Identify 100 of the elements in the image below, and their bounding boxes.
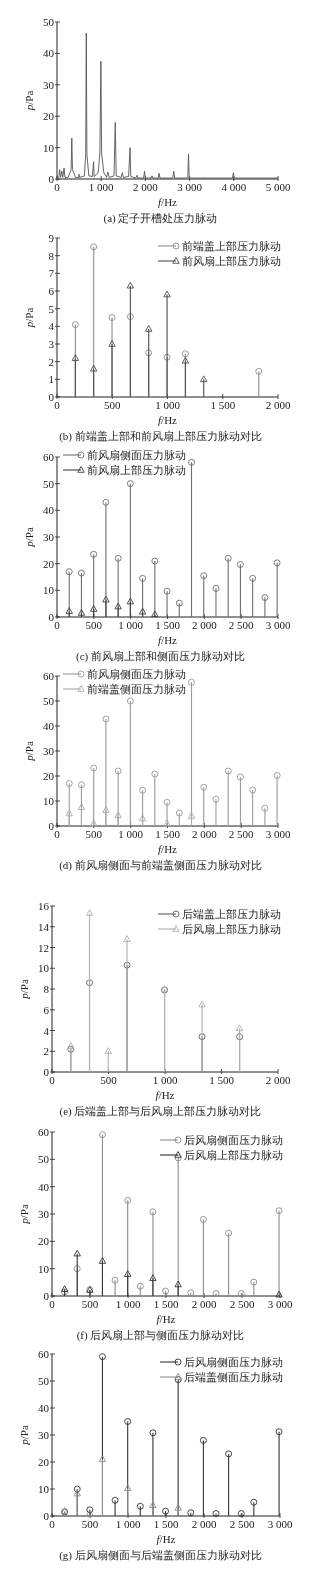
y-tick-label: 0 xyxy=(48,391,55,403)
x-tick-label: 1 000 xyxy=(152,1074,178,1086)
x-axis-title: f/Hz xyxy=(156,1313,176,1325)
x-tick-label: 500 xyxy=(85,828,103,840)
x-tick-label: 3 000 xyxy=(267,1518,293,1530)
y-tick-label: 0 xyxy=(48,820,55,832)
x-tick-label: 2 000 xyxy=(265,1074,291,1086)
x-tick-label: 1 500 xyxy=(210,399,236,411)
y-tick-label: 0 xyxy=(43,1510,50,1522)
x-tick-label: 4 000 xyxy=(221,181,247,193)
x-tick-label: 2 000 xyxy=(265,399,291,411)
x-tick-label: 1 000 xyxy=(118,828,144,840)
legend-label: 前端盖侧面压力脉动 xyxy=(87,683,186,695)
legend-label: 后风扇上部压力脉动 xyxy=(182,923,281,935)
x-tick-label: 5 000 xyxy=(265,181,291,193)
x-axis-title: f/Hz xyxy=(155,1089,175,1101)
y-tick-label: 40 xyxy=(43,720,55,732)
y-axis-title: p/Pa xyxy=(23,741,35,762)
x-tick-label: 500 xyxy=(100,1074,118,1086)
y-tick-label: 7 xyxy=(48,267,55,280)
y-tick-label: 60 xyxy=(38,1126,50,1138)
x-tick-label: 2 000 xyxy=(133,181,159,193)
x-tick-label: 3 000 xyxy=(267,1298,293,1310)
y-tick-label: 20 xyxy=(38,1456,50,1468)
y-axis-title: p/Pa xyxy=(23,527,35,548)
x-tick-label: 1 500 xyxy=(153,1518,179,1530)
x-tick-label: 500 xyxy=(104,399,121,411)
x-tick-label: 1 500 xyxy=(155,619,181,631)
text: (d) 前风扇侧面与前端盖侧面压力脉动对比 xyxy=(59,859,262,872)
y-tick-label: 2 xyxy=(48,355,54,368)
y-tick-label: 30 xyxy=(43,531,55,543)
y-tick-label: 60 xyxy=(43,670,55,682)
y-tick-label: 30 xyxy=(38,1208,50,1220)
y-tick-label: 20 xyxy=(43,770,55,782)
y-tick-label: 30 xyxy=(43,745,55,757)
legend-label: 后端盖侧面压力脉动 xyxy=(184,1371,283,1383)
y-tick-label: 10 xyxy=(38,962,50,975)
y-tick-label: 20 xyxy=(43,557,55,570)
y-tick-label: 10 xyxy=(38,1262,50,1275)
y-tick-label: 40 xyxy=(43,504,55,517)
y-tick-label: 12 xyxy=(38,941,49,954)
x-tick-label: 1 000 xyxy=(115,1298,141,1310)
x-tick-label: 1 000 xyxy=(88,181,115,193)
y-tick-label: 8 xyxy=(43,983,50,995)
legend-label: 后风扇上部压力脉动 xyxy=(184,1149,283,1161)
y-tick-label: 50 xyxy=(38,1153,50,1166)
y-axis-title: p/Pa xyxy=(18,979,30,1000)
x-tick-label: 1 500 xyxy=(153,1298,179,1310)
x-tick-label: 2 000 xyxy=(191,619,218,631)
x-axis-title: f/Hz xyxy=(158,414,178,426)
y-tick-label: 6 xyxy=(43,1003,50,1016)
y-tick-label: 30 xyxy=(38,1429,50,1441)
y-tick-label: 8 xyxy=(48,249,55,262)
y-tick-label: 50 xyxy=(43,695,55,707)
legend-label: 前风扇上部压力脉动 xyxy=(87,464,186,476)
x-axis-title: f/Hz xyxy=(158,634,178,646)
y-axis-title: p/Pa xyxy=(18,1425,30,1446)
y-tick-label: 10 xyxy=(43,584,55,597)
x-tick-label: 1 000 xyxy=(155,399,181,411)
x-tick-label: 1 000 xyxy=(118,619,144,631)
text: (e) 后端盖上部与后风扇上部压力脉动对比 xyxy=(59,1105,262,1118)
y-axis-title: p/Pa xyxy=(23,90,35,112)
x-tick-label: 3 000 xyxy=(265,619,291,631)
y-tick-label: 10 xyxy=(38,1483,50,1495)
text: (g) 后风扇侧面与后端盖侧面压力脉动对比 xyxy=(59,1549,262,1562)
y-tick-label: 6 xyxy=(48,285,55,297)
x-tick-label: 1 000 xyxy=(115,1518,141,1530)
text: (f) 后风扇上部与侧面压力脉动对比 xyxy=(76,1329,245,1342)
y-tick-label: 40 xyxy=(43,47,55,60)
legend-label: 前风扇侧面压力脉动 xyxy=(87,668,186,680)
y-tick-label: 0 xyxy=(43,1066,50,1078)
y-tick-label: 3 xyxy=(48,338,55,350)
x-tick-label: 3 000 xyxy=(177,181,203,193)
legend-label: 前端盖上部压力脉动 xyxy=(182,240,281,252)
x-axis-title: f/Hz xyxy=(158,843,178,855)
x-axis-title: f/Hz xyxy=(158,196,178,208)
text: (c) 前风扇上部和侧面压力脉动对比 xyxy=(76,650,245,663)
y-tick-label: 14 xyxy=(38,920,50,933)
y-tick-label: 0 xyxy=(48,173,55,185)
y-tick-label: 40 xyxy=(38,1180,50,1193)
text: (b) 前端盖上部和前风扇上部压力脉动对比 xyxy=(59,430,262,443)
x-tick-label: 2 000 xyxy=(191,1518,217,1530)
x-tick-label: 2 500 xyxy=(229,1518,255,1530)
x-tick-label: 500 xyxy=(85,619,103,631)
y-axis-title: p/Pa xyxy=(23,307,35,329)
y-tick-label: 60 xyxy=(38,1348,50,1360)
legend-label: 前风扇侧面压力脉动 xyxy=(87,449,186,461)
y-tick-label: 40 xyxy=(38,1402,50,1414)
x-axis-title: f/Hz xyxy=(156,1533,176,1545)
y-tick-label: 0 xyxy=(43,1290,50,1302)
x-tick-label: 1 500 xyxy=(155,828,181,840)
y-tick-label: 4 xyxy=(43,1024,50,1037)
x-tick-label: 3 000 xyxy=(265,828,291,840)
y-tick-label: 10 xyxy=(43,141,55,154)
y-tick-label: 60 xyxy=(43,451,55,463)
y-tick-label: 0 xyxy=(48,611,55,623)
y-tick-label: 9 xyxy=(48,232,55,244)
y-axis-title: p/Pa xyxy=(18,1204,30,1225)
x-tick-label: 2 500 xyxy=(229,1298,255,1310)
y-tick-label: 30 xyxy=(43,78,55,91)
